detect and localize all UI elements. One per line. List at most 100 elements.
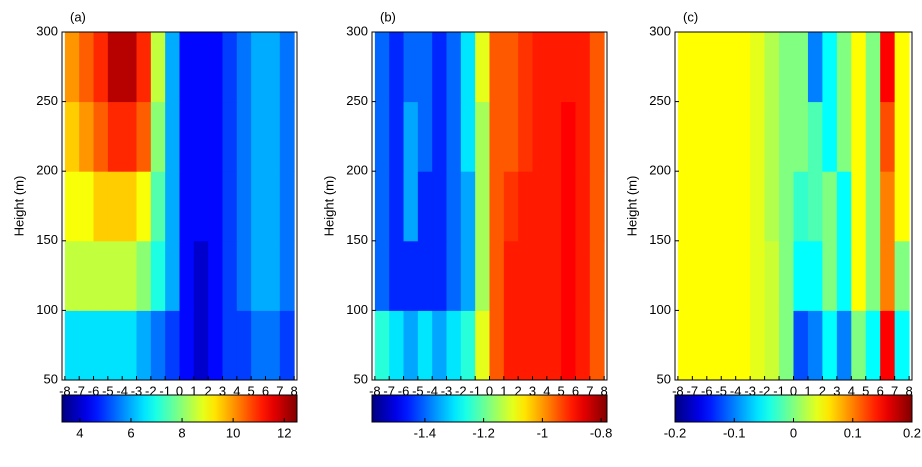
heatmap-cell <box>779 240 794 311</box>
heatmap-cell <box>107 101 123 172</box>
heatmap-cell <box>208 101 223 172</box>
heatmap-cell <box>692 310 708 381</box>
x-tick-label: -8 <box>672 383 684 398</box>
heatmap-cell <box>389 101 405 172</box>
y-tick-label: 100 <box>649 302 671 317</box>
heatmap-cell <box>807 101 823 172</box>
x-tick-label: -5 <box>412 383 424 398</box>
heatmap-cell <box>807 32 823 103</box>
heatmap-cell <box>721 32 737 103</box>
colorbar <box>674 394 913 423</box>
heatmap-cell <box>403 32 419 103</box>
y-tick-label: 250 <box>346 93 368 108</box>
heatmap-cell <box>706 101 722 172</box>
x-tick-label: 8 <box>601 383 608 398</box>
heatmap-cell <box>575 101 591 172</box>
heatmap-cell <box>851 101 867 172</box>
heatmap-cell <box>503 171 519 242</box>
heatmap-cell <box>165 310 180 381</box>
heatmap-cell <box>265 240 281 311</box>
colorbar-tick-label: -1 <box>537 425 549 440</box>
heatmap-cell <box>735 101 751 172</box>
heatmap-cell <box>389 310 405 381</box>
x-tick-label: 4 <box>233 383 240 398</box>
heatmap-cell <box>677 101 693 172</box>
x-tick-label: 7 <box>586 383 593 398</box>
x-tick-label: 4 <box>543 383 550 398</box>
heatmap-cell <box>880 310 896 381</box>
heatmap-cell <box>518 171 533 242</box>
heatmap-cell <box>251 32 266 103</box>
heatmap-cell <box>793 171 809 242</box>
heatmap-cell <box>374 32 390 103</box>
x-tick-label: -5 <box>715 383 727 398</box>
heatmap-cell <box>735 310 751 381</box>
heatmap-cell <box>865 171 881 242</box>
heatmap-cell <box>122 101 138 172</box>
heatmap-cell <box>692 101 708 172</box>
heatmap-cell <box>460 32 476 103</box>
heatmap-cell <box>894 101 910 172</box>
heatmap-cell <box>446 171 462 242</box>
heatmap-cell <box>475 32 490 103</box>
heatmap-cell <box>764 32 780 103</box>
x-tick-label: -7 <box>383 383 395 398</box>
heatmap-cell <box>208 32 223 103</box>
heatmap-cell <box>236 171 252 242</box>
colorbar-tick-label: -0.8 <box>590 425 612 440</box>
heatmap-cell <box>779 101 794 172</box>
heatmap-cell <box>735 240 751 311</box>
heatmap-cell <box>851 32 867 103</box>
heatmap-cell <box>532 32 548 103</box>
heatmap-cell <box>107 240 123 311</box>
heatmap-cell <box>122 240 138 311</box>
heatmap-cell <box>836 32 852 103</box>
heatmap-cell <box>518 101 533 172</box>
panel-label: (b) <box>380 9 396 24</box>
heatmap-cell <box>64 101 80 172</box>
heatmap-cell <box>432 32 448 103</box>
heatmap-cell <box>735 171 751 242</box>
heatmap-cell <box>93 101 109 172</box>
y-tick-label: 200 <box>36 163 58 178</box>
y-tick-label: 50 <box>44 371 58 386</box>
y-tick-label: 300 <box>346 23 368 38</box>
heatmap-cell <box>432 101 448 172</box>
heatmap-cell <box>851 171 867 242</box>
heatmap-cell <box>265 101 281 172</box>
x-tick-label: -3 <box>131 383 143 398</box>
heatmap-cell <box>389 32 405 103</box>
heatmap-cell <box>764 101 780 172</box>
colorbar-tick-label: 0.1 <box>844 425 862 440</box>
heatmap-cell <box>706 240 722 311</box>
heatmap-cell <box>764 310 780 381</box>
colorbar <box>61 394 298 423</box>
heatmap-cell <box>432 310 448 381</box>
x-tick-label: 8 <box>291 383 298 398</box>
x-tick-label: -1 <box>469 383 481 398</box>
heatmap-cell <box>165 171 180 242</box>
y-tick-label: 250 <box>36 93 58 108</box>
heatmap-cell <box>706 310 722 381</box>
heatmap-cell <box>822 240 838 311</box>
heatmap-cell <box>822 171 838 242</box>
x-tick-label: 5 <box>862 383 869 398</box>
heatmap-cell <box>735 32 751 103</box>
heatmap-cell <box>165 101 180 172</box>
heatmap-cell <box>489 240 505 311</box>
x-tick-label: -7 <box>73 383 85 398</box>
x-tick-label: 5 <box>558 383 565 398</box>
heatmap-cell <box>236 310 252 381</box>
heatmap-cell <box>851 240 867 311</box>
heatmap-cell <box>779 171 794 242</box>
heatmap-cell <box>446 101 462 172</box>
colorbar-tick-label: 12 <box>277 425 291 440</box>
colorbar-tick-label: 0.2 <box>903 425 921 440</box>
heatmap-cell <box>208 240 223 311</box>
heatmap-cell <box>546 32 562 103</box>
panel-label: (c) <box>683 9 698 24</box>
x-tick-label: -4 <box>116 383 128 398</box>
heatmap-cell <box>503 310 519 381</box>
heatmap-cell <box>880 101 896 172</box>
heatmap-cell <box>677 171 693 242</box>
